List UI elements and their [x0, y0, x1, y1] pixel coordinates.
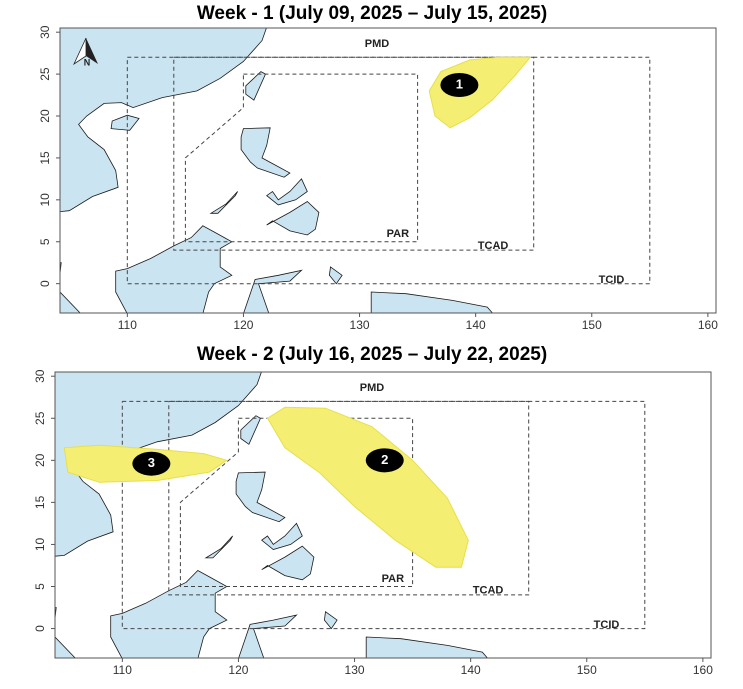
y-tick-label: 15 — [38, 151, 52, 165]
y-tick-label: 10 — [33, 537, 47, 551]
outlook-number: 2 — [381, 452, 388, 467]
land — [240, 127, 291, 178]
north-label: N — [84, 57, 91, 67]
x-tick-label: 140 — [461, 663, 481, 677]
outlook-area — [267, 406, 469, 568]
map-frame — [59, 27, 717, 314]
land — [266, 178, 308, 206]
y-tick-label: 5 — [33, 583, 47, 590]
land — [261, 545, 315, 581]
y-tick-label: 20 — [33, 453, 47, 467]
region-label: TCAD — [473, 585, 504, 597]
boundary — [121, 400, 646, 630]
north-arrow-right — [86, 38, 98, 64]
land — [209, 191, 238, 214]
region-label: TCID — [599, 274, 625, 286]
boundary — [173, 56, 535, 251]
region-label: PAR — [387, 228, 409, 240]
boundary — [179, 417, 414, 587]
land — [323, 610, 338, 630]
land — [240, 415, 262, 445]
y-tick-label: 5 — [38, 238, 52, 245]
outlook-area — [428, 56, 531, 129]
x-tick-label: 110 — [113, 663, 132, 677]
outlook-number: 1 — [456, 76, 463, 91]
x-tick-label: 120 — [228, 663, 248, 677]
land — [238, 614, 298, 658]
y-tick-label: 0 — [38, 280, 52, 287]
land — [245, 71, 267, 101]
region-label: PMD — [360, 382, 385, 394]
boundary — [168, 400, 530, 596]
x-tick-label: 150 — [577, 663, 597, 677]
x-tick-label: 120 — [233, 318, 253, 332]
land — [60, 28, 267, 213]
y-tick-label: 20 — [38, 109, 52, 123]
boundary — [126, 56, 651, 285]
land — [110, 570, 228, 658]
map-title: Week - 2 (July 16, 2025 – July 22, 2025) — [197, 344, 547, 365]
land — [55, 636, 76, 658]
outlook-marker — [365, 448, 404, 473]
land — [243, 269, 303, 313]
map-panel: Week - 2 (July 16, 2025 – July 22, 2025)… — [33, 344, 713, 677]
y-tick-label: 25 — [38, 67, 52, 81]
outlook-marker — [440, 73, 479, 97]
land — [328, 266, 343, 285]
y-tick-label: 15 — [33, 495, 47, 509]
map-area: 23 — [55, 372, 646, 658]
x-tick-label: 160 — [698, 318, 718, 332]
land — [365, 636, 488, 658]
north-arrow: N — [73, 37, 98, 67]
region-label: TCAD — [478, 240, 509, 252]
outlook-number: 3 — [148, 455, 155, 470]
x-tick-label: 130 — [345, 663, 365, 677]
x-tick-label: 130 — [350, 318, 370, 332]
y-tick-label: 10 — [38, 193, 52, 207]
map-title: Week - 1 (July 09, 2025 – July 15, 2025) — [197, 3, 547, 24]
land — [110, 114, 140, 131]
map-area: 1 — [60, 28, 651, 313]
map-panel: Week - 1 (July 09, 2025 – July 15, 2025)… — [38, 3, 718, 332]
map-frame — [54, 371, 712, 659]
y-tick-label: 0 — [33, 625, 47, 632]
y-tick-label: 30 — [33, 369, 47, 383]
land — [115, 225, 233, 313]
y-tick-label: 25 — [33, 411, 47, 425]
region-label: PMD — [365, 38, 390, 50]
land — [370, 291, 493, 313]
x-tick-label: 160 — [693, 663, 713, 677]
x-tick-label: 150 — [582, 318, 602, 332]
land — [266, 200, 320, 236]
land — [60, 291, 81, 313]
outlook-marker — [132, 451, 171, 476]
land — [235, 471, 286, 523]
land — [204, 535, 233, 559]
x-tick-label: 110 — [118, 318, 137, 332]
region-label: PAR — [382, 573, 404, 585]
land — [261, 522, 303, 550]
boundary — [184, 73, 419, 243]
x-tick-label: 140 — [466, 318, 486, 332]
y-tick-label: 30 — [38, 25, 52, 39]
region-label: TCID — [594, 619, 620, 631]
